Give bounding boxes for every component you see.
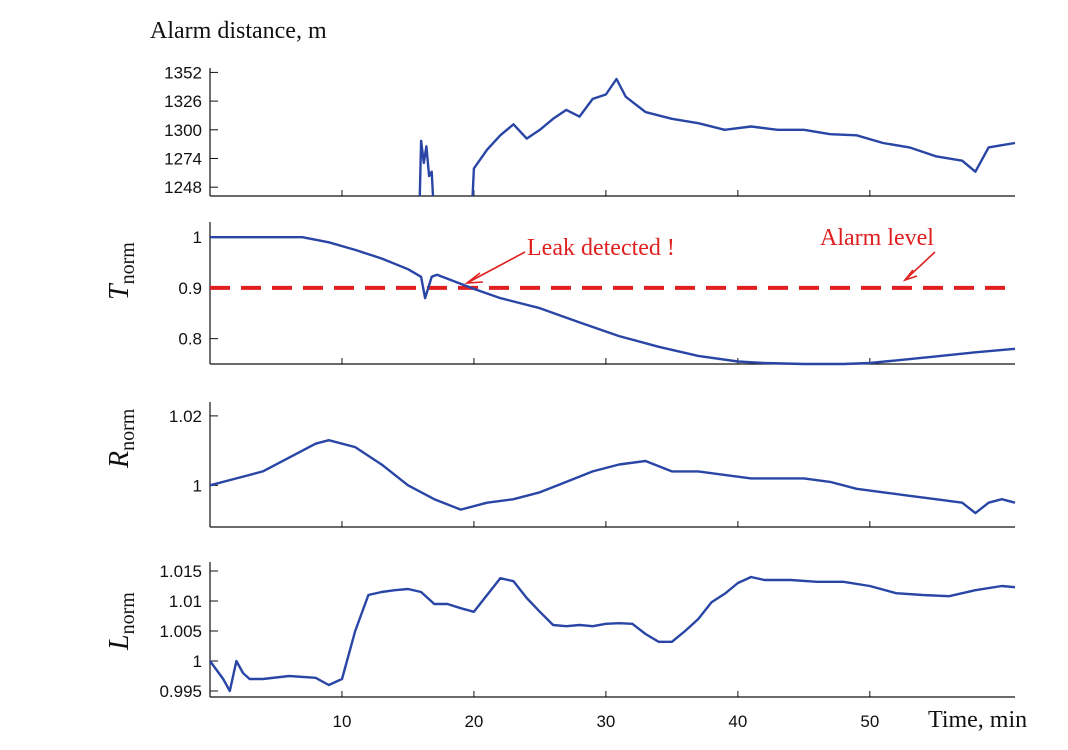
- leak-detected-arrow: [466, 251, 526, 284]
- rnorm-panel: Rnorm 1.02 1: [104, 402, 1016, 528]
- alarm-distance-series-line: [471, 77, 1016, 197]
- tnorm-ylabel: Tnorm: [104, 242, 139, 300]
- alarm-level-arrowhead: [902, 269, 918, 282]
- lnorm-x-tick-label: 40: [728, 712, 747, 731]
- rnorm-y-tick-label: 1.02: [169, 407, 202, 426]
- lnorm-y-tick-label: 1.015: [159, 562, 202, 581]
- alarm-distance-series-line: [418, 139, 435, 197]
- rnorm-y-tick-label: 1: [193, 476, 202, 495]
- alarm-distance-y-tick-label: 1248: [164, 178, 202, 197]
- tnorm-y-tick-label: 0.9: [178, 279, 202, 298]
- alarm-distance-y-tick-label: 1274: [164, 149, 202, 168]
- leak-detected-arrowhead: [464, 272, 484, 284]
- lnorm-panel: Lnorm 1.015 1.01 1.005 1 0.995 10 20 30 40 50: [104, 562, 1016, 731]
- alarm-distance-panel: 1352 1326 1300 1274 1248: [164, 63, 1016, 197]
- rnorm-series-line: [209, 439, 1016, 515]
- lnorm-ylabel: Lnorm: [104, 592, 139, 651]
- lnorm-x-tick-label: 10: [333, 712, 352, 731]
- tnorm-panel: Tnorm Leak detected ! Alarm level 1 0.9 0.…: [104, 222, 1016, 366]
- lnorm-y-tick-label: 0.995: [159, 682, 202, 701]
- x-axis-label: Time, min: [928, 707, 1027, 733]
- tnorm-y-tick-label: 0.8: [178, 330, 202, 349]
- lnorm-y-tick-label: 1.01: [169, 592, 202, 611]
- tnorm-y-tick-label: 1: [193, 228, 202, 247]
- alarm-distance-y-tick-label: 1326: [164, 92, 202, 111]
- panel1-title: Alarm distance, m: [150, 18, 327, 44]
- lnorm-y-tick-label: 1: [193, 652, 202, 671]
- alarm-distance-plot-area: [210, 68, 1015, 196]
- lnorm-x-tick-label: 50: [860, 712, 879, 731]
- lnorm-series-line: [209, 575, 1016, 693]
- lnorm-y-tick-label: 1.005: [159, 622, 202, 641]
- alarm-distance-y-tick-label: 1300: [164, 121, 202, 140]
- lnorm-x-tick-label: 20: [464, 712, 483, 731]
- rnorm-ylabel: Rnorm: [104, 408, 139, 469]
- leak-detected-annotation: Leak detected !: [527, 235, 675, 261]
- alarm-level-arrow: [904, 251, 936, 281]
- alarm-distance-y-tick-label: 1352: [164, 63, 202, 82]
- lnorm-x-tick-label: 30: [596, 712, 615, 731]
- tnorm-series-line: [210, 235, 1016, 366]
- alarm-level-annotation: Alarm level: [820, 225, 934, 251]
